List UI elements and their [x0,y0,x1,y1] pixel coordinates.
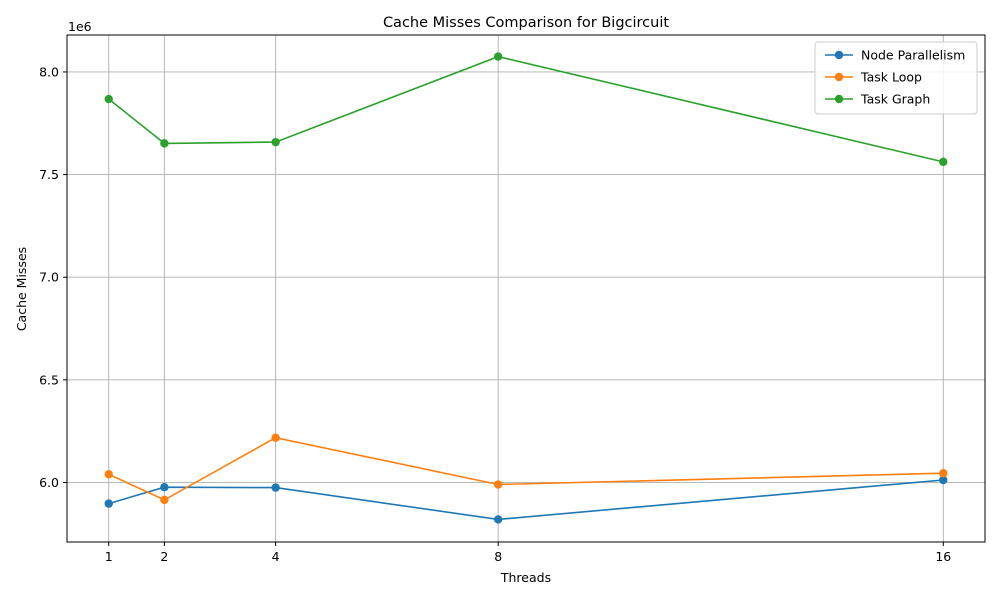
data-point [271,137,280,147]
legend-box [814,41,978,115]
data-point [271,483,280,492]
data-point [939,475,948,485]
series-0 [104,475,948,524]
legend-label: Task Graph [860,92,930,107]
legend-label: Node Parallelism [861,48,965,63]
data-point [493,480,503,489]
data-point [160,139,169,148]
data-point [493,52,503,61]
series-2 [104,52,948,167]
data-point [160,495,169,505]
y-tick-label: 6.0 [39,475,59,490]
legend: Node Parallelism Task Loop Task Graph [814,41,978,115]
legend-item: Task Loop [825,70,922,85]
data-point [493,515,503,524]
data-point [939,157,948,167]
y-tick-label: 7.0 [39,270,59,285]
y-offset-label: 1e6 [68,19,92,34]
legend-swatch-marker [834,72,844,82]
x-tick-label: 1 [105,549,113,564]
data-point [104,94,113,104]
legend-label: Task Loop [860,70,922,85]
y-tick-label: 8.0 [39,64,59,79]
x-tick-label: 2 [160,549,168,564]
x-axis-label: Threads [500,570,551,585]
series-1 [104,433,948,505]
ticks: 1 2 4 8 16 6.0 6.5 7.0 7.5 8.0 [39,64,951,564]
y-axis-label: Cache Misses [14,247,29,331]
legend-swatch-marker [834,94,844,104]
x-tick-label: 8 [494,549,502,564]
data-point [104,470,113,479]
y-tick-label: 7.5 [39,167,59,182]
legend-item: Node Parallelism [825,48,965,63]
data-point [939,469,948,478]
legend-item: Task Graph [825,92,930,107]
y-tick-label: 6.5 [39,372,59,387]
data-point [104,499,113,508]
series-layer [104,52,948,524]
plot-frame [66,34,986,543]
data-point [271,433,280,442]
legend-swatch-marker [834,50,844,60]
chart-title: Cache Misses Comparison for Bigcircuit [383,15,669,31]
x-tick-label: 16 [935,549,951,564]
data-point [160,482,169,492]
x-tick-label: 4 [272,549,280,564]
